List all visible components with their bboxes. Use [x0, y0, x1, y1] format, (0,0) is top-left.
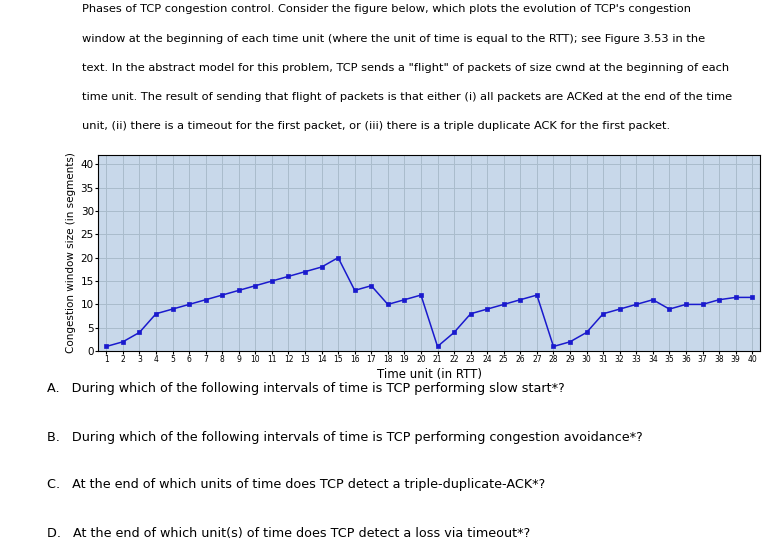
- Text: C.   At the end of which units of time does TCP detect a triple-duplicate-ACK*?: C. At the end of which units of time doe…: [47, 478, 546, 492]
- X-axis label: Time unit (in RTT): Time unit (in RTT): [377, 368, 481, 382]
- Text: A.   During which of the following intervals of time is TCP performing slow star: A. During which of the following interva…: [47, 382, 564, 395]
- Text: D.   At the end of which unit(s) of time does TCP detect a loss via timeout*?: D. At the end of which unit(s) of time d…: [47, 528, 530, 540]
- Text: unit, (ii) there is a timeout for the first packet, or (iii) there is a triple d: unit, (ii) there is a timeout for the fi…: [82, 121, 670, 131]
- Text: window at the beginning of each time unit (where the unit of time is equal to th: window at the beginning of each time uni…: [82, 34, 706, 44]
- Text: text. In the abstract model for this problem, TCP sends a "flight" of packets of: text. In the abstract model for this pro…: [82, 62, 729, 72]
- Text: B.   During which of the following intervals of time is TCP performing congestio: B. During which of the following interva…: [47, 431, 643, 444]
- Text: Phases of TCP congestion control. Consider the figure below, which plots the evo: Phases of TCP congestion control. Consid…: [82, 4, 691, 14]
- Y-axis label: Congestion window size (in segments): Congestion window size (in segments): [67, 153, 76, 353]
- Text: time unit. The result of sending that flight of packets is that either (i) all p: time unit. The result of sending that fl…: [82, 92, 732, 102]
